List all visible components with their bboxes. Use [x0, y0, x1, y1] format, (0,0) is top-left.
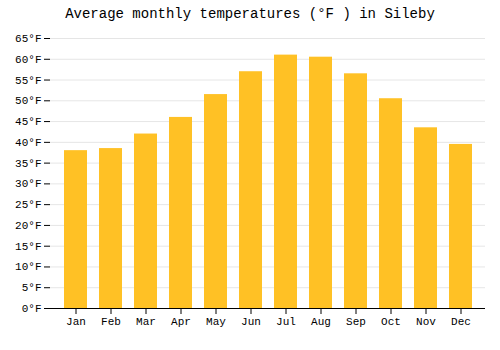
- svg-text:25°F: 25°F: [15, 199, 41, 211]
- svg-text:Jul: Jul: [276, 316, 296, 328]
- svg-text:Mar: Mar: [136, 316, 156, 328]
- svg-text:30°F: 30°F: [15, 178, 41, 190]
- svg-text:10°F: 10°F: [15, 261, 41, 273]
- svg-text:0°F: 0°F: [22, 303, 42, 315]
- svg-text:45°F: 45°F: [15, 116, 41, 128]
- svg-text:55°F: 55°F: [15, 75, 41, 87]
- svg-text:Sep: Sep: [346, 316, 366, 328]
- svg-text:40°F: 40°F: [15, 137, 41, 149]
- svg-text:Dec: Dec: [451, 316, 471, 328]
- svg-text:Aug: Aug: [311, 316, 331, 328]
- svg-text:Jan: Jan: [66, 316, 86, 328]
- svg-text:5°F: 5°F: [22, 282, 42, 294]
- svg-text:35°F: 35°F: [15, 158, 41, 170]
- svg-text:Jun: Jun: [241, 316, 261, 328]
- svg-text:Apr: Apr: [171, 316, 191, 328]
- html-text:Average monthly temperatures (: Average monthly temperatures (°F ) in Si…: [65, 6, 435, 22]
- svg-text:20°F: 20°F: [15, 220, 41, 232]
- svg-text:60°F: 60°F: [15, 54, 41, 66]
- svg-text:15°F: 15°F: [15, 241, 41, 253]
- svg-text:Oct: Oct: [381, 316, 401, 328]
- svg-text:Nov: Nov: [416, 316, 436, 328]
- svg-text:50°F: 50°F: [15, 95, 41, 107]
- svg-text:Feb: Feb: [101, 316, 121, 328]
- svg-text:65°F: 65°F: [15, 33, 41, 45]
- svg-text:May: May: [206, 316, 226, 328]
